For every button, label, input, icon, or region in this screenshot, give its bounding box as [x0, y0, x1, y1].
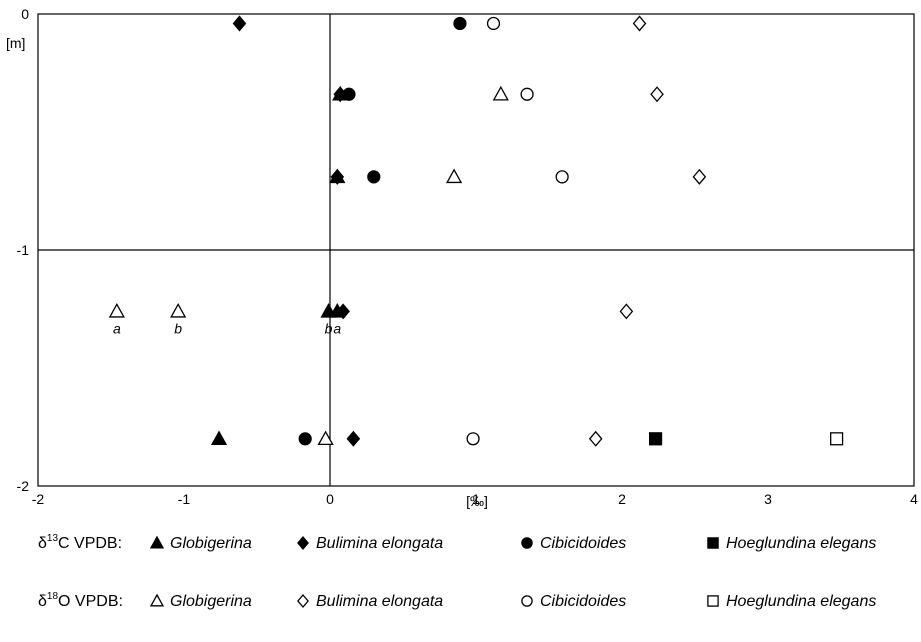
d18o-globigerina-point [108, 303, 125, 318]
d18o-globigerina-point [170, 303, 187, 318]
legend-d13c-bulimina-elongata-label: Bulimina elongata [316, 535, 443, 552]
d18o-bulimina-elongata-point [588, 430, 603, 447]
legend-d18o-hoeglundina-elegans-marker [707, 595, 719, 607]
x-tick-label: -2 [32, 491, 45, 507]
legend-d18o-cibicidoides-marker [521, 595, 533, 607]
sample-label: a [333, 320, 341, 336]
d18o-bulimina-elongata-point [650, 86, 664, 103]
x-axis-title: [‰] [466, 493, 488, 509]
sample-label: a [113, 320, 121, 336]
d18o-globigerina-point [445, 168, 463, 184]
d18o-cibicidoides-point [486, 16, 501, 31]
legend-d18o-globigerina-marker [149, 593, 165, 607]
x-tick-label: 0 [326, 491, 334, 507]
legend-d18o-cibicidoides-label: Cibicidoides [540, 593, 626, 610]
d13c-bulimina-elongata-point [346, 430, 361, 447]
legend-d13c-globigerina-label: Globigerina [170, 535, 252, 552]
d13c-bulimina-elongata-point [232, 15, 247, 32]
d13c-bulimina-elongata-point [330, 168, 345, 185]
d18o-cibicidoides-point [520, 87, 534, 101]
d18o-globigerina-point [317, 430, 334, 446]
d18o-bulimina-elongata-point [692, 168, 707, 185]
sample-label: b [174, 320, 182, 336]
d13c-globigerina-point [210, 430, 228, 446]
legend-d13c-hoeglundina-elegans-marker [707, 537, 719, 549]
d18o-bulimina-elongata-point [619, 303, 634, 320]
y-axis-title: [m] [6, 35, 25, 51]
d18o-cibicidoides-point [555, 170, 569, 184]
legend-d13c-bulimina-elongata-marker [297, 535, 309, 551]
y-tick-label: 0 [21, 6, 29, 22]
legend-d13c-hoeglundina-elegans-label: Hoeglundina elegans [726, 535, 876, 552]
d13c-hoeglundina-elegans-point [648, 432, 663, 446]
legend-d18o-label: δ18O VPDB: [38, 591, 123, 610]
x-tick-label: 3 [764, 491, 772, 507]
legend-d18o-bulimina-elongata-marker [297, 593, 309, 609]
legend-d13c-globigerina-marker [149, 535, 165, 549]
d13c-cibicidoides-point [342, 87, 356, 101]
d18o-cibicidoides-point [466, 432, 480, 446]
d13c-cibicidoides-point [298, 432, 312, 446]
legend-d13c-cibicidoides-label: Cibicidoides [540, 535, 626, 552]
x-tick-label: 4 [910, 491, 918, 507]
legend-d13c-label: δ13C VPDB: [38, 533, 122, 552]
d18o-bulimina-elongata-point [632, 15, 647, 32]
d13c-bulimina-elongata-point [336, 303, 350, 320]
x-tick-label: 1 [472, 491, 480, 507]
d18o-globigerina-point [492, 85, 509, 101]
legend-d13c-cibicidoides-marker [521, 537, 533, 549]
legend-d18o-hoeglundina-elegans-label: Hoeglundina elegans [726, 593, 876, 610]
d13c-cibicidoides-point [367, 170, 381, 184]
legend-d18o-globigerina-label: Globigerina [170, 593, 252, 610]
y-tick-label: -2 [17, 478, 30, 494]
y-tick-label: -1 [17, 242, 30, 258]
d18o-hoeglundina-elegans-point [830, 432, 844, 446]
d13c-cibicidoides-point [453, 16, 467, 31]
x-tick-label: 2 [618, 491, 626, 507]
legend-d18o-bulimina-elongata-label: Bulimina elongata [316, 593, 443, 610]
x-tick-label: -1 [178, 491, 191, 507]
sample-label: b [325, 320, 333, 336]
